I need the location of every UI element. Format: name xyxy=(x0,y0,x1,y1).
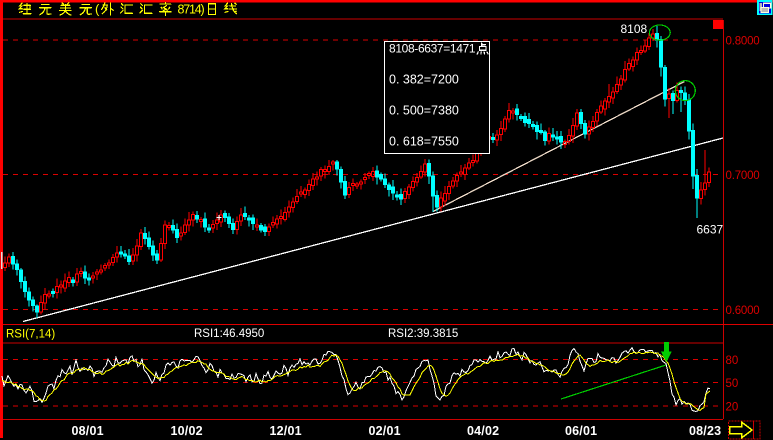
svg-text:8108-6637=1471: 8108-6637=1471 xyxy=(389,42,476,56)
svg-text:80: 80 xyxy=(726,355,739,367)
svg-text:0.7000: 0.7000 xyxy=(726,170,760,182)
svg-text:RSI2:39.3815: RSI2:39.3815 xyxy=(388,328,458,340)
svg-text:0.8000: 0.8000 xyxy=(726,36,760,48)
svg-text:04/02: 04/02 xyxy=(467,424,499,438)
svg-text:0. 382=7200: 0. 382=7200 xyxy=(389,73,459,87)
svg-text:50: 50 xyxy=(726,378,739,390)
svg-text:8108: 8108 xyxy=(621,22,648,36)
svg-text:12/01: 12/01 xyxy=(270,424,302,438)
svg-text:06/01: 06/01 xyxy=(565,424,597,438)
svg-text:8714): 8714) xyxy=(178,3,205,17)
svg-text:02/01: 02/01 xyxy=(369,424,401,438)
svg-text:20: 20 xyxy=(726,402,739,414)
svg-text:08/01: 08/01 xyxy=(72,424,104,438)
svg-text:RSI(7,14): RSI(7,14) xyxy=(6,329,55,341)
svg-text:0. 500=7380: 0. 500=7380 xyxy=(389,104,459,118)
svg-text:10/02: 10/02 xyxy=(171,424,203,438)
svg-text:08/23: 08/23 xyxy=(689,424,721,438)
svg-text:(: ( xyxy=(95,2,100,17)
svg-text:0.6000: 0.6000 xyxy=(726,305,760,317)
svg-text:6637: 6637 xyxy=(697,223,724,237)
svg-text:0. 618=7550: 0. 618=7550 xyxy=(389,135,459,149)
svg-text:RSI1:46.4950: RSI1:46.4950 xyxy=(194,328,264,340)
